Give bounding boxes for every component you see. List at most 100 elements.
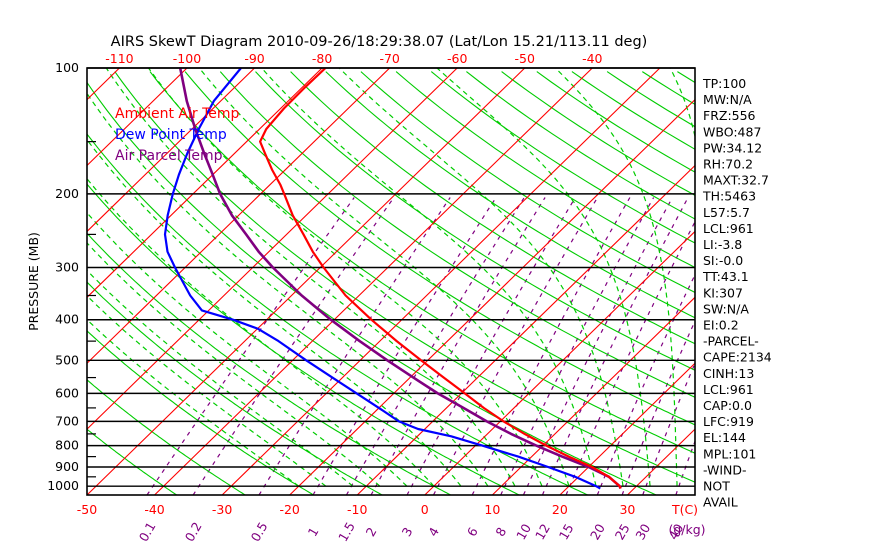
mixing-ratio-line xyxy=(596,273,695,495)
index-readout: LI:-3.8 xyxy=(703,237,742,252)
mixing-ratio-tick-label: 15 xyxy=(556,521,577,542)
moist-adiabat-line xyxy=(87,242,381,487)
index-readout: RH:70.2 xyxy=(703,157,753,172)
dry-adiabat-line xyxy=(395,71,695,269)
index-readout: TP:100 xyxy=(702,76,746,91)
legend-item-parcel: Air Parcel Temp xyxy=(115,148,223,164)
dry-adiabat-line xyxy=(255,71,695,371)
index-readout: LCL:961 xyxy=(703,382,754,397)
index-readout: PW:34.12 xyxy=(703,140,762,155)
plot-frame xyxy=(86,67,696,496)
mixing-ratio-line xyxy=(621,319,695,495)
index-readout: SI:-0.0 xyxy=(703,253,743,268)
index-readout: CINH:13 xyxy=(703,366,754,381)
pressure-tick-label: 300 xyxy=(55,260,79,275)
index-readout: L57:5.7 xyxy=(703,205,750,220)
index-readout: CAP:0.0 xyxy=(703,398,752,413)
index-readout: FRZ:556 xyxy=(703,108,756,123)
bottom-temp-tick-label: -50 xyxy=(77,502,97,517)
chart-title: AIRS SkewT Diagram 2010-09-26/18:29:38.0… xyxy=(111,34,648,50)
mixing-ratio-tick-label: 25 xyxy=(612,521,633,542)
legend-item-dewpoint: Dew Point Temp xyxy=(115,127,227,143)
index-readout: LFC:919 xyxy=(703,414,754,429)
dry-adiabat-line xyxy=(290,71,695,345)
bottom-temp-tick-label: -10 xyxy=(347,502,367,517)
top-temp-tick-label: -100 xyxy=(173,51,201,66)
moist-adiabat-line xyxy=(87,318,300,487)
index-readout: SW:N/A xyxy=(703,301,749,316)
index-readout: TT:43.1 xyxy=(702,269,749,284)
isotherm-line xyxy=(154,68,593,495)
mixing-ratio-line xyxy=(471,197,631,495)
mixing-ratio-line xyxy=(406,197,576,495)
index-readout: WBO:487 xyxy=(703,124,761,139)
mixing-ratio-line xyxy=(370,197,546,495)
bottom-temp-tick-label: 0 xyxy=(421,502,429,517)
top-temp-tick-label: -80 xyxy=(312,51,332,66)
index-readout: LCL:961 xyxy=(703,221,754,236)
isotherm-line xyxy=(87,68,255,233)
pressure-tick-label: 200 xyxy=(55,186,79,201)
moist-adiabat-line xyxy=(148,68,543,487)
pressure-axis-label: PRESSURE (MB) xyxy=(26,232,41,331)
isotherm-line xyxy=(356,164,695,495)
index-readout: -WIND- xyxy=(703,462,747,477)
mixing-ratio-line xyxy=(345,197,525,495)
dry-adiabat-line xyxy=(87,281,383,495)
top-temp-tick-label: -50 xyxy=(515,51,535,66)
pressure-tick-label: 100 xyxy=(55,60,79,75)
moist-adiabat-line xyxy=(338,68,624,487)
dry-adiabat-line xyxy=(360,71,695,294)
dry-adiabat-line xyxy=(430,71,695,244)
isotherm-line xyxy=(87,68,526,495)
isotherm-line xyxy=(491,296,695,495)
dry-adiabat-line xyxy=(87,428,177,495)
dry-adiabat-line xyxy=(149,71,695,454)
top-temp-tick-label: -70 xyxy=(379,51,399,66)
dry-adiabat-line xyxy=(325,71,695,319)
mixing-ratio-line xyxy=(146,197,355,495)
mixing-ratio-line xyxy=(500,197,655,495)
isotherm-line xyxy=(221,68,661,495)
moist-adiabat-line xyxy=(87,92,489,487)
pressure-tick-label: 800 xyxy=(55,438,79,453)
top-temp-tick-label: -40 xyxy=(582,51,602,66)
dry-adiabat-line xyxy=(87,330,314,495)
index-readout: NOT xyxy=(703,479,730,494)
top-temp-tick-label: -90 xyxy=(244,51,264,66)
pressure-tick-label: 600 xyxy=(55,385,79,400)
dewpoint-curve xyxy=(163,68,601,490)
mixing-ratio-line xyxy=(565,220,695,495)
isotherm-line xyxy=(559,362,695,495)
dry-adiabat-line xyxy=(87,379,246,495)
moist-adiabat-line xyxy=(105,68,516,487)
moist-adiabat-line xyxy=(87,294,327,487)
bottom-temp-tick-label: -30 xyxy=(212,502,232,517)
index-readout: AVAIL xyxy=(703,495,738,510)
moist-adiabat-line xyxy=(261,68,597,487)
pressure-tick-label: 700 xyxy=(55,413,79,428)
pressure-tick-label: 400 xyxy=(55,312,79,327)
legend-item-ambient: Ambient Air Temp xyxy=(115,106,240,122)
isotherm-line xyxy=(289,98,695,495)
index-readout: -PARCEL- xyxy=(703,334,759,349)
mixing-ratio-tick-label: 30 xyxy=(632,521,653,542)
pressure-tick-label: 1000 xyxy=(47,478,79,493)
parcel-curve xyxy=(178,68,622,489)
dry-adiabat-line xyxy=(87,133,588,495)
ambient-curve xyxy=(259,68,622,489)
index-readout: CAPE:2134 xyxy=(703,350,772,365)
dry-adiabat-line xyxy=(184,71,695,426)
mixing-ratio-tick-label: 10 xyxy=(513,521,534,542)
bottom-temp-tick-label: 30 xyxy=(619,502,635,517)
moist-adiabat-line xyxy=(87,138,462,487)
isotherm-line xyxy=(87,68,391,364)
dry-adiabat-line xyxy=(87,232,451,495)
pressure-tick-label: 500 xyxy=(55,352,79,367)
pressure-tick-label: 900 xyxy=(55,459,79,474)
mixing-ratio-tick-label: 40 xyxy=(665,521,686,542)
moist-adiabat-line xyxy=(554,68,678,487)
isotherm-line xyxy=(87,68,188,167)
index-readout: TH:5463 xyxy=(702,189,756,204)
